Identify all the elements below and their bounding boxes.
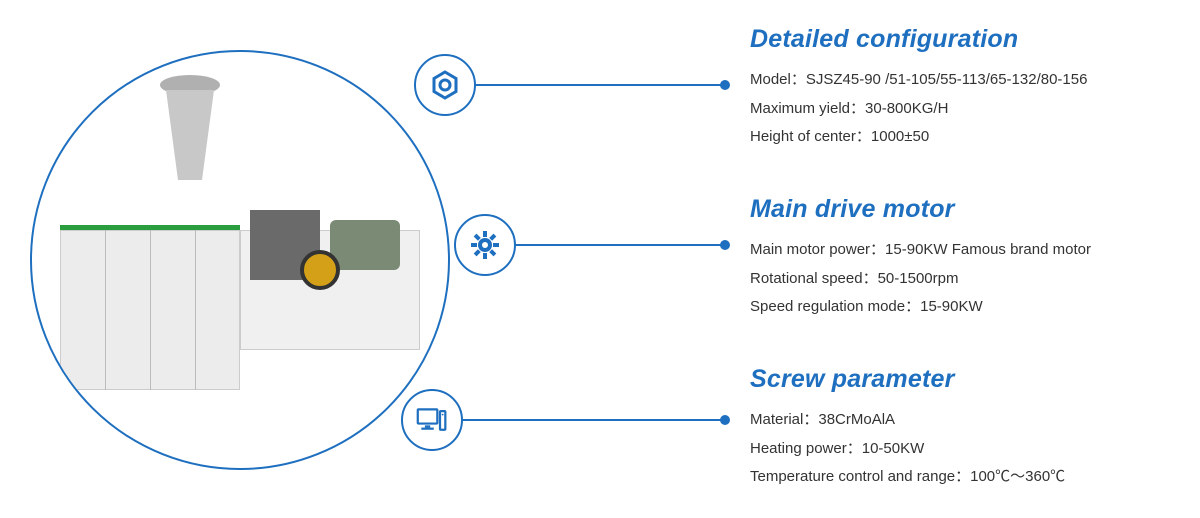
connector-line-1 bbox=[475, 84, 725, 86]
section-main-drive-motor: Main drive motor Main motor power：15-90K… bbox=[750, 195, 1190, 322]
section-title: Detailed configuration bbox=[750, 25, 1190, 54]
gear-icon bbox=[454, 214, 516, 276]
spec-label: Temperature control and range： bbox=[750, 468, 970, 485]
spec-value: 15-90KW bbox=[920, 298, 983, 315]
spec-label: Height of center： bbox=[750, 128, 871, 145]
spec-label: Maximum yield： bbox=[750, 100, 865, 117]
spec-value: 10-50KW bbox=[862, 440, 925, 457]
machine-illustration bbox=[50, 110, 430, 410]
spec-label: Material： bbox=[750, 411, 818, 428]
connector-dot-2 bbox=[720, 240, 730, 250]
infographic-container: Detailed configuration Model：SJSZ45-90 /… bbox=[0, 0, 1200, 518]
spec-label: Rotational speed： bbox=[750, 270, 878, 287]
connector-line-3 bbox=[462, 419, 725, 421]
spec-row: Maximum yield：30-800KG/H bbox=[750, 95, 1190, 124]
product-image-circle bbox=[30, 50, 450, 470]
section-title: Screw parameter bbox=[750, 365, 1190, 394]
spec-value: 30-800KG/H bbox=[865, 100, 948, 117]
monitor-icon bbox=[401, 389, 463, 451]
spec-row: Height of center：1000±50 bbox=[750, 123, 1190, 152]
connector-dot-3 bbox=[720, 415, 730, 425]
spec-value: 1000±50 bbox=[871, 128, 929, 145]
section-title: Main drive motor bbox=[750, 195, 1190, 224]
spec-label: Model： bbox=[750, 71, 806, 88]
section-screw-parameter: Screw parameter Material：38CrMoAlA Heati… bbox=[750, 365, 1190, 492]
spec-row: Temperature control and range：100℃～360℃ bbox=[750, 463, 1190, 492]
spec-label: Heating power： bbox=[750, 440, 862, 457]
spec-value: SJSZ45-90 /51-105/55-113/65-132/80-156 bbox=[806, 71, 1088, 88]
spec-row: Material：38CrMoAlA bbox=[750, 406, 1190, 435]
spec-row: Rotational speed：50-1500rpm bbox=[750, 265, 1190, 294]
connector-dot-1 bbox=[720, 80, 730, 90]
spec-row: Heating power：10-50KW bbox=[750, 435, 1190, 464]
spec-label: Speed regulation mode： bbox=[750, 298, 920, 315]
spec-label: Main motor power： bbox=[750, 241, 885, 258]
spec-value: 15-90KW Famous brand motor bbox=[885, 241, 1091, 258]
spec-row: Model：SJSZ45-90 /51-105/55-113/65-132/80… bbox=[750, 66, 1190, 95]
spec-value: 100℃～360℃ bbox=[970, 468, 1065, 485]
spec-row: Speed regulation mode：15-90KW bbox=[750, 293, 1190, 322]
hex-nut-icon bbox=[414, 54, 476, 116]
connector-line-2 bbox=[515, 244, 725, 246]
spec-value: 50-1500rpm bbox=[878, 270, 959, 287]
spec-value: 38CrMoAlA bbox=[818, 411, 895, 428]
spec-row: Main motor power：15-90KW Famous brand mo… bbox=[750, 236, 1190, 265]
section-detailed-configuration: Detailed configuration Model：SJSZ45-90 /… bbox=[750, 25, 1190, 152]
